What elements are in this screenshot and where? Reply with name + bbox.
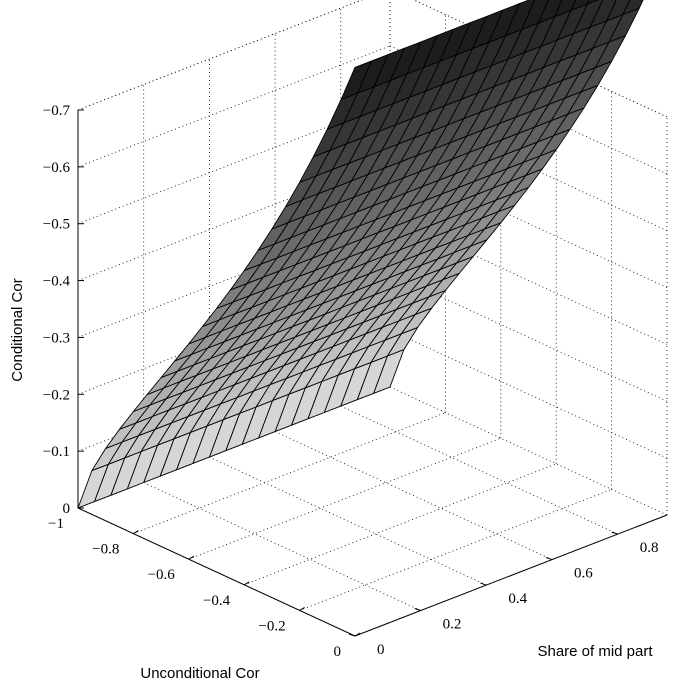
y-tick-label: 0 (377, 642, 385, 658)
surface-patch (587, 0, 599, 5)
x-axis-line (77, 507, 356, 637)
floor-grid-y (274, 431, 553, 560)
wall-y-grid-horz (389, 272, 668, 402)
surface-patch (554, 0, 576, 18)
z-tick-label: −0.6 (43, 160, 71, 176)
tick-labels: −1 −0.8 −0.6 −0.4 −0.2 0 0 0.2 0.4 0.6 0.8 0 −0.1 −0.… (43, 103, 659, 660)
wall-x-grid-horz (77, 0, 363, 111)
y-axis-line (354, 514, 668, 637)
y-tick (480, 582, 487, 586)
floor-grid-x (244, 463, 557, 586)
x-tick-label: −1 (48, 516, 64, 532)
floor-grid-x (299, 489, 612, 611)
x-tick-label: −0.6 (148, 567, 176, 583)
x-tick (354, 632, 361, 637)
x-tick-label: −0.4 (203, 593, 231, 609)
floor-grid-y (143, 482, 421, 611)
y-axis-label: Share of mid part (537, 643, 653, 660)
floor-grid-y (340, 405, 618, 535)
x-tick-label: 0 (334, 644, 342, 660)
surface-patch (570, 0, 590, 11)
box-top-edge (77, 0, 363, 111)
surface-mesh (77, 0, 644, 509)
y-tick (611, 531, 618, 535)
z-tick-label: −0.2 (43, 387, 70, 403)
z-tick-label: −0.1 (43, 444, 70, 460)
y-tick-label: 0.6 (574, 566, 593, 582)
wall-y-grid-horz (389, 386, 668, 516)
z-tick-label: −0.4 (43, 274, 71, 290)
x-tick (188, 555, 195, 560)
x-tick-label: −0.8 (92, 542, 119, 558)
z-tick-label: −0.5 (43, 217, 70, 233)
wall-y-grid-horz (389, 216, 668, 345)
x-tick-label: −0.2 (258, 618, 285, 634)
y-tick (414, 608, 421, 612)
y-tick-label: 0.8 (640, 540, 659, 556)
surface-patch (340, 60, 372, 100)
surface-patch (622, 0, 644, 15)
y-tick-label: 0.4 (508, 591, 527, 607)
x-tick (243, 581, 250, 586)
floor-grid-x (188, 437, 501, 560)
x-tick (299, 606, 305, 611)
z-axis-label: Conditional Cor (9, 278, 26, 381)
wall-y-grid-horz (389, 329, 668, 459)
z-tick-label: 0 (63, 501, 71, 517)
z-tick-label: −0.3 (43, 330, 70, 346)
wall-y-grid-horz (389, 159, 668, 288)
x-tick (133, 530, 139, 535)
y-tick (545, 557, 553, 561)
z-tick-label: −0.7 (43, 103, 71, 119)
y-tick (348, 633, 356, 637)
x-axis-label: Unconditional Cor (140, 665, 259, 682)
floor-grid-y (209, 456, 487, 586)
y-tick-label: 0.2 (443, 617, 462, 633)
